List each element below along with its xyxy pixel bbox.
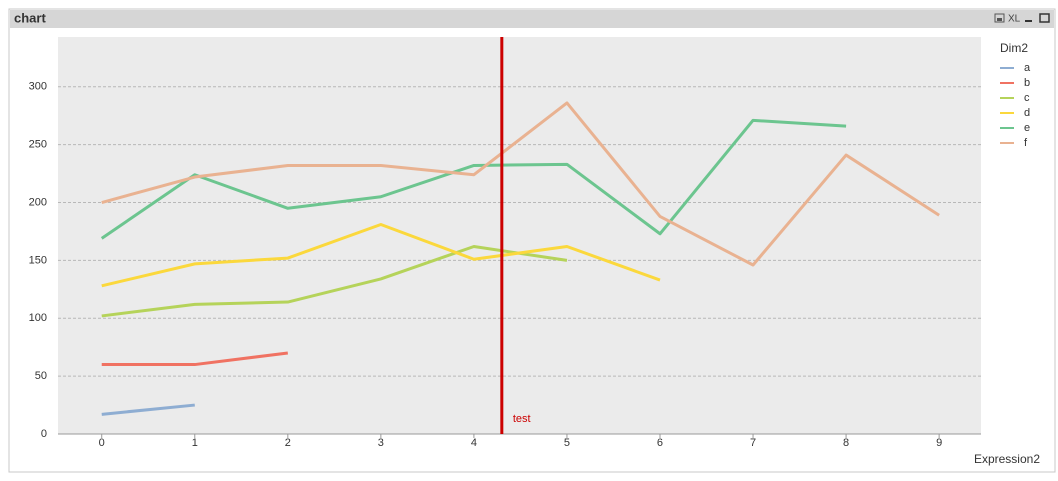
x-tick-label: 5 — [564, 437, 570, 449]
x-tick-label: 0 — [99, 437, 105, 449]
plot-area — [58, 37, 981, 434]
legend-label: f — [1024, 137, 1028, 149]
series-line — [100, 118, 847, 240]
legend-label: c — [1024, 92, 1030, 104]
series-line — [101, 223, 661, 288]
x-tick-label: 1 — [192, 437, 198, 449]
legend-label: e — [1024, 122, 1030, 134]
y-tick-label: 50 — [35, 370, 47, 382]
series-line — [101, 351, 289, 367]
y-tick-label: 150 — [29, 254, 47, 266]
legend-title: Dim2 — [1000, 41, 1028, 55]
x-tick-label: 4 — [471, 437, 477, 449]
maximize-button[interactable] — [1039, 13, 1050, 23]
x-tick-label: 3 — [378, 437, 384, 449]
x-tick-label: 6 — [657, 437, 663, 449]
y-tick-label: 300 — [29, 81, 47, 93]
y-tick-label: 250 — [29, 139, 47, 151]
series-line — [101, 403, 195, 416]
reference-label: test — [513, 413, 531, 425]
print-icon[interactable] — [994, 13, 1005, 23]
y-tick-label: 200 — [29, 196, 47, 208]
x-axis-label: Expression2 — [974, 452, 1040, 466]
x-tick-label: 7 — [750, 437, 756, 449]
title-bar — [10, 10, 1054, 28]
legend-label: d — [1024, 107, 1030, 119]
series-line — [101, 101, 940, 267]
legend-label: b — [1024, 77, 1030, 89]
y-tick-label: 100 — [29, 312, 47, 324]
x-tick-label: 2 — [285, 437, 291, 449]
xl-button[interactable]: XL — [1008, 14, 1021, 25]
window-title: chart — [14, 10, 46, 25]
x-tick-label: 9 — [936, 437, 942, 449]
minimize-button[interactable] — [1025, 20, 1032, 22]
legend-label: a — [1024, 62, 1031, 74]
x-tick-label: 8 — [843, 437, 849, 449]
y-tick-label: 0 — [41, 428, 47, 440]
series-line — [101, 244, 568, 318]
